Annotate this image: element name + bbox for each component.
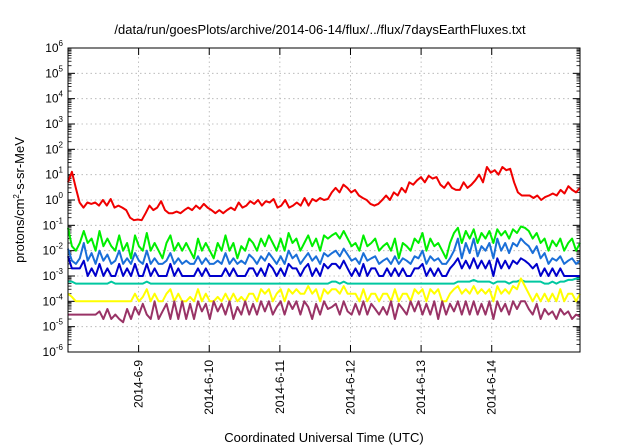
y-tick-label: 100 — [45, 191, 63, 207]
grid-layer — [68, 47, 580, 353]
x-tick-label: 2014-6-14 — [485, 360, 499, 415]
y-tick-label: 10-5 — [43, 318, 64, 334]
series-layer — [67, 166, 581, 324]
y-tick-base: 10 — [43, 244, 57, 258]
y-tick-base: 10 — [43, 345, 57, 359]
y-tick-exponent: 1 — [59, 166, 64, 175]
y-tick-labels: 10-610-510-410-310-210-11001011021031041… — [43, 39, 64, 359]
y-tick-label: 103 — [45, 115, 63, 131]
y-tick-base: 10 — [45, 92, 59, 106]
y-tick-exponent: 3 — [59, 115, 64, 124]
y-tick-label: 104 — [45, 90, 63, 106]
y-axis-label-superscript: 2 — [12, 194, 21, 199]
y-tick-label: 10-4 — [43, 292, 64, 308]
y-tick-base: 10 — [45, 193, 59, 207]
y-tick-label: 102 — [45, 140, 63, 156]
y-tick-exponent: 0 — [59, 191, 64, 200]
y-tick-label: 10-1 — [43, 216, 64, 232]
y-tick-exponent: -2 — [56, 242, 64, 251]
series-line-1 — [67, 166, 581, 222]
x-axis-label: Coordinated Universal Time (UTC) — [224, 430, 423, 445]
series-line-3 — [67, 237, 581, 265]
x-tick-labels: 2014-6-9 2014-6-10 2014-6-11 2014-6-12 2014-… — [132, 360, 499, 415]
y-tick-label: 105 — [45, 64, 63, 80]
y-tick-base: 10 — [45, 117, 59, 131]
y-tick-label: 106 — [45, 39, 63, 55]
y-tick-base: 10 — [43, 320, 57, 334]
series-line-2 — [67, 225, 581, 260]
series-line-5 — [68, 277, 580, 285]
y-tick-exponent: -6 — [56, 343, 64, 352]
y-axis-label: protons/cm2-s-sr-MeV — [12, 137, 27, 263]
y-axis-label-rest: -s-sr-MeV — [12, 137, 27, 194]
y-tick-label: 10-2 — [43, 242, 64, 258]
x-tick-label: 2014-6-12 — [343, 360, 357, 415]
y-tick-label: 10-6 — [43, 343, 64, 359]
y-axis-label-base: protons/cm — [12, 199, 27, 263]
plot-frame — [67, 47, 581, 353]
y-tick-exponent: -3 — [56, 267, 64, 276]
y-tick-exponent: -1 — [56, 216, 64, 225]
x-tick-label: 2014-6-13 — [414, 360, 428, 415]
y-tick-base: 10 — [43, 294, 57, 308]
y-tick-base: 10 — [45, 168, 59, 182]
y-tick-base: 10 — [43, 218, 57, 232]
x-tick-label: 2014-6-10 — [202, 360, 216, 415]
y-tick-exponent: -4 — [56, 292, 64, 301]
series-line-6 — [67, 277, 581, 303]
y-tick-exponent: 6 — [59, 39, 64, 48]
x-tick-label: 2014-6-9 — [132, 360, 146, 408]
y-tick-exponent: 5 — [59, 64, 64, 73]
y-tick-exponent: 4 — [59, 90, 64, 99]
series-line-4 — [67, 255, 580, 277]
x-tick-label: 2014-6-11 — [273, 360, 287, 414]
y-tick-base: 10 — [45, 66, 59, 80]
y-tick-exponent: 2 — [59, 140, 64, 149]
y-tick-base: 10 — [45, 41, 59, 55]
y-tick-base: 10 — [43, 269, 57, 283]
series-line-7 — [68, 300, 581, 324]
y-tick-label: 10-3 — [43, 267, 64, 283]
chart-title: /data/run/goesPlots/archive/2014-06-14/f… — [114, 22, 526, 37]
y-tick-exponent: -5 — [56, 318, 64, 327]
y-tick-base: 10 — [45, 142, 59, 156]
y-tick-label: 101 — [45, 166, 63, 182]
